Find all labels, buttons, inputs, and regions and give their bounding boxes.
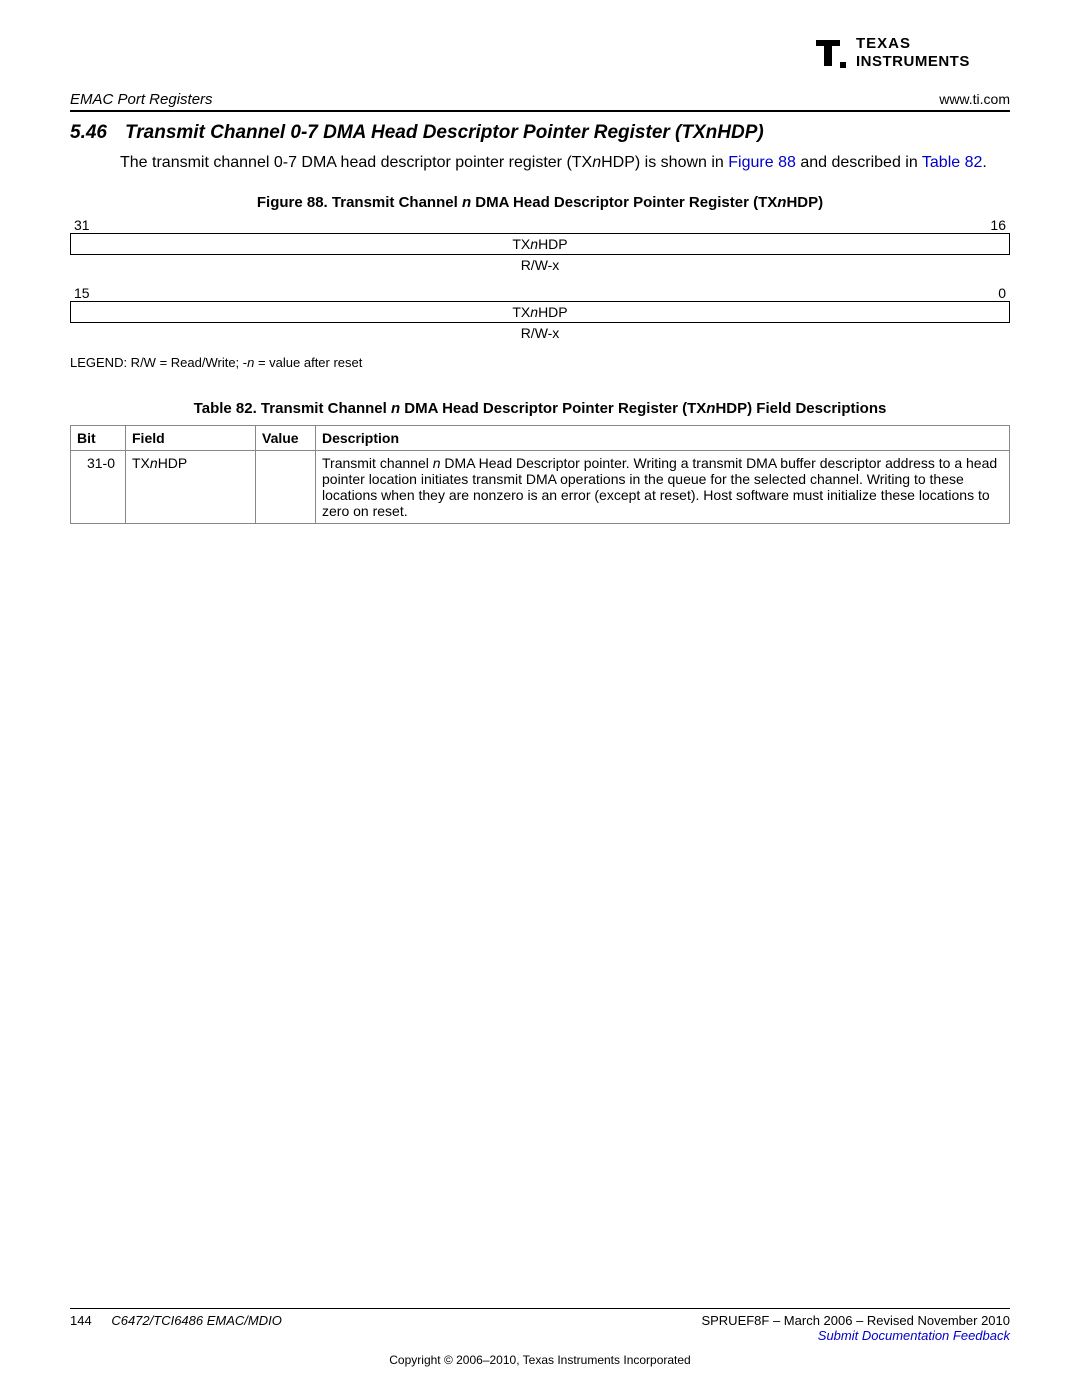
table-caption: Table 82. Transmit Channel n DMA Head De… (70, 400, 1010, 417)
field-description-table: Bit Field Value Description 31-0 TXnHDP … (70, 425, 1010, 524)
th-bit: Bit (71, 425, 126, 450)
table-header-row: Bit Field Value Description (71, 425, 1010, 450)
copyright: Copyright © 2006–2010, Texas Instruments… (70, 1353, 1010, 1367)
td-field: TXnHDP (126, 450, 256, 523)
bitfield-row-1: 31 16 TXnHDP R/W-x (70, 217, 1010, 281)
th-value: Value (256, 425, 316, 450)
bitfield-access: R/W-x (70, 255, 1010, 281)
th-field: Field (126, 425, 256, 450)
th-desc: Description (316, 425, 1010, 450)
bit-hi: 31 (74, 217, 90, 233)
header-section: EMAC Port Registers (70, 91, 213, 108)
bit-hi: 15 (74, 285, 90, 301)
figure-caption: Figure 88. Transmit Channel n DMA Head D… (70, 194, 1010, 211)
intro-paragraph: The transmit channel 0-7 DMA head descri… (120, 152, 1010, 174)
bit-lo: 0 (998, 285, 1006, 301)
td-desc: Transmit channel n DMA Head Descriptor p… (316, 450, 1010, 523)
bitfield-name: TXnHDP (70, 301, 1010, 323)
logo-text-top: TEXAS (856, 35, 911, 52)
td-bit: 31-0 (71, 450, 126, 523)
figure-link[interactable]: Figure 88 (728, 154, 796, 171)
section-heading: 5.46 Transmit Channel 0-7 DMA Head Descri… (70, 122, 1010, 144)
header-url[interactable]: www.ti.com (939, 91, 1010, 108)
footer-doc-title: C6472/TCI6486 EMAC/MDIO (111, 1313, 282, 1328)
table-row: 31-0 TXnHDP Transmit channel n DMA Head … (71, 450, 1010, 523)
section-title: Transmit Channel 0-7 DMA Head Descriptor… (125, 122, 764, 143)
feedback-link[interactable]: Submit Documentation Feedback (818, 1328, 1010, 1343)
header-bar: EMAC Port Registers www.ti.com (70, 91, 1010, 112)
footer-doc-id: SPRUEF8F – March 2006 – Revised November… (701, 1313, 1010, 1328)
logo-text-bottom: INSTRUMENTS (856, 53, 970, 70)
table-link[interactable]: Table 82 (922, 154, 983, 171)
section-number: 5.46 (70, 122, 107, 143)
bit-lo: 16 (990, 217, 1006, 233)
ti-logo: TEXAS INSTRUMENTS (70, 30, 1010, 79)
figure-legend: LEGEND: R/W = Read/Write; -n = value aft… (70, 355, 1010, 370)
td-value (256, 450, 316, 523)
bitfield-access: R/W-x (70, 323, 1010, 349)
bitfield-row-2: 15 0 TXnHDP R/W-x (70, 285, 1010, 349)
page-number: 144 (70, 1313, 92, 1328)
page-footer: 144 C6472/TCI6486 EMAC/MDIO SPRUEF8F – M… (70, 1308, 1010, 1367)
bitfield-name: TXnHDP (70, 233, 1010, 255)
